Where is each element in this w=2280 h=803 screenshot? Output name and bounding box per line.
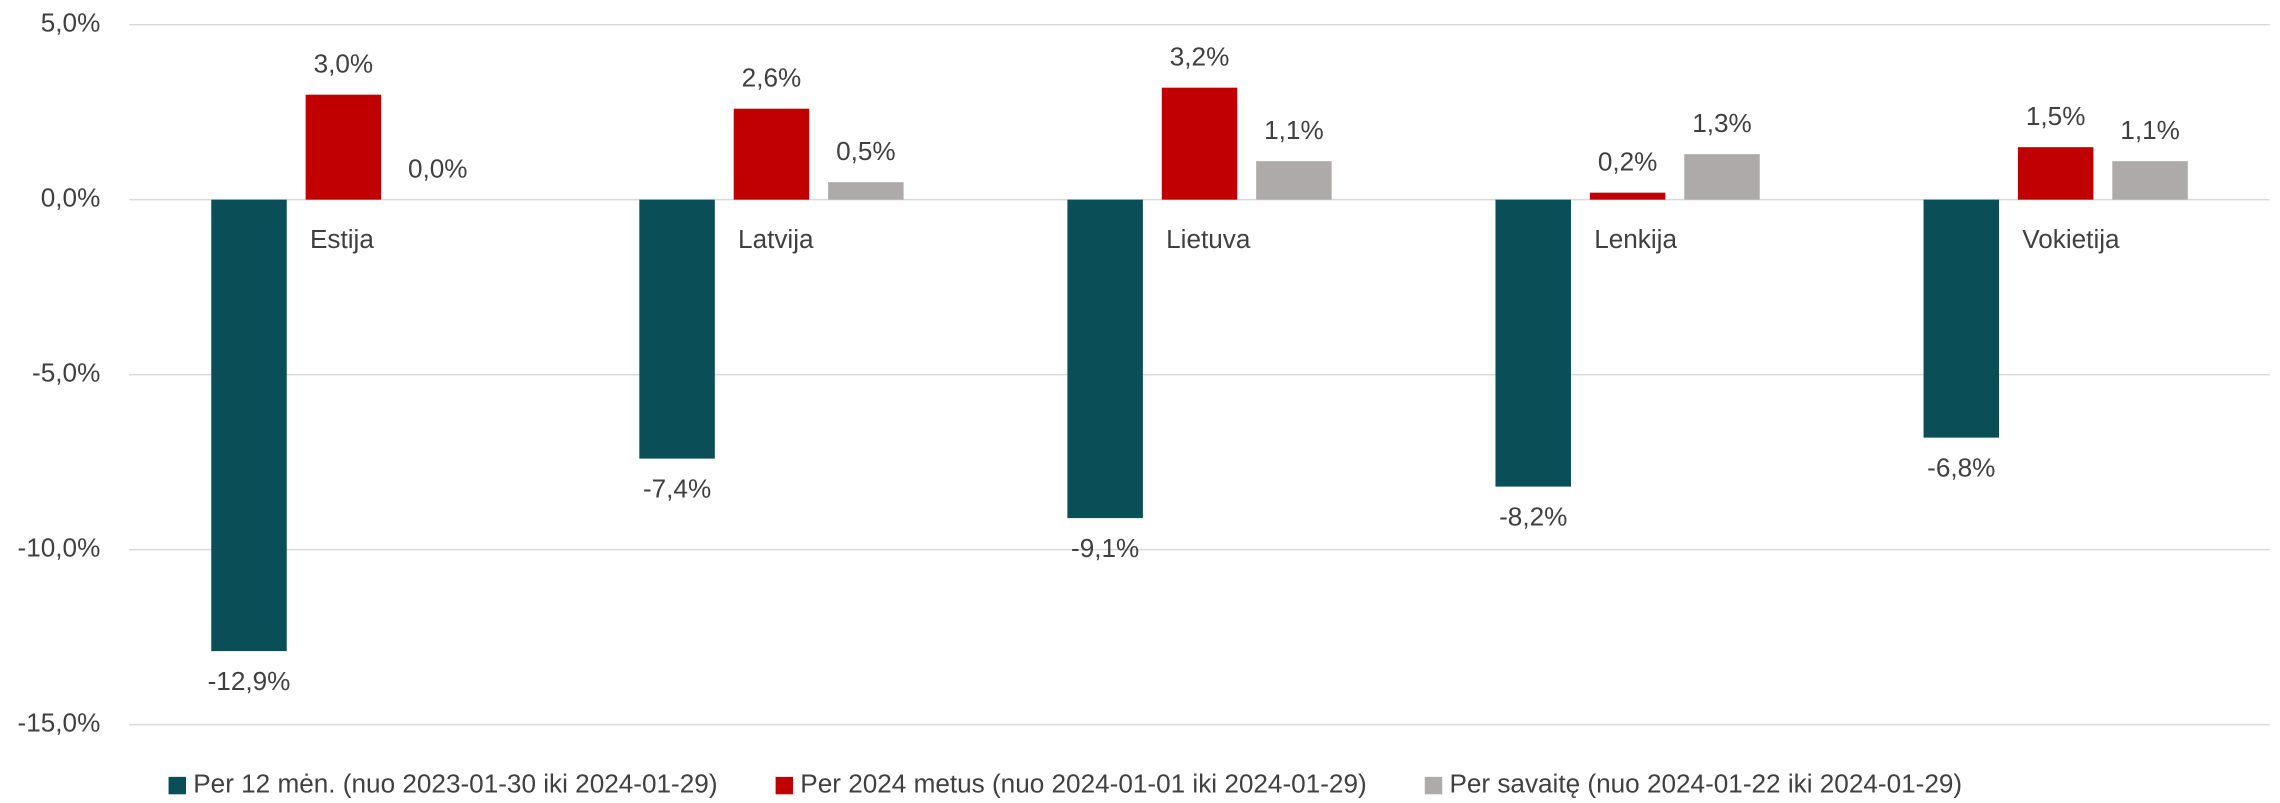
bar (2112, 161, 2188, 200)
bar (211, 199, 287, 652)
bar (305, 94, 382, 200)
y-tick-label: -15,0% (18, 707, 101, 737)
x-tick-label: Lenkija (1594, 224, 1677, 254)
bar (1923, 199, 2000, 438)
x-tick-label: Latvija (738, 224, 814, 254)
data-label: -8,2% (1499, 501, 1567, 531)
data-label: 0,5% (836, 136, 896, 166)
legend-label: Per savaitę (nuo 2024-01-22 iki 2024-01-… (1449, 768, 1962, 798)
legend-swatch (1424, 776, 1443, 795)
data-label: 3,2% (1170, 42, 1230, 72)
y-tick-label: 5,0% (41, 8, 101, 38)
bar (828, 182, 904, 200)
bar (2017, 147, 2094, 200)
x-tick-label: Lietuva (1166, 224, 1251, 254)
data-label: 2,6% (742, 63, 802, 93)
bar (1589, 192, 1666, 200)
y-tick-label: -10,0% (18, 533, 101, 563)
data-label: 1,5% (2026, 101, 2086, 131)
data-label: 1,3% (1692, 108, 1752, 138)
bar (639, 199, 715, 459)
y-tick-label: 0,0% (41, 183, 101, 213)
data-label: 1,1% (2120, 115, 2180, 145)
bar (733, 108, 810, 200)
x-tick-label: Vokietija (2022, 224, 2120, 254)
x-tick-label: Estija (310, 224, 374, 254)
y-tick-label: -5,0% (32, 358, 100, 388)
legend-swatch (775, 776, 794, 795)
data-label: -7,4% (643, 473, 711, 503)
data-label: -9,1% (1071, 533, 1139, 563)
bar (1161, 87, 1238, 200)
legend-label: Per 2024 metus (nuo 2024-01-01 iki 2024-… (800, 768, 1366, 798)
data-label: -12,9% (208, 666, 291, 696)
data-label: 3,0% (314, 49, 374, 79)
legend-label: Per 12 mėn. (nuo 2023-01-30 iki 2024-01-… (193, 768, 717, 798)
bar (1495, 199, 1571, 487)
data-label: 0,0% (408, 154, 468, 184)
data-label: 0,2% (1598, 147, 1658, 177)
bar (1256, 161, 1332, 200)
bar (1067, 199, 1143, 519)
data-label: 1,1% (1264, 115, 1324, 145)
bar (1684, 154, 1760, 200)
data-label: -6,8% (1927, 452, 1995, 482)
legend-swatch (168, 776, 186, 795)
